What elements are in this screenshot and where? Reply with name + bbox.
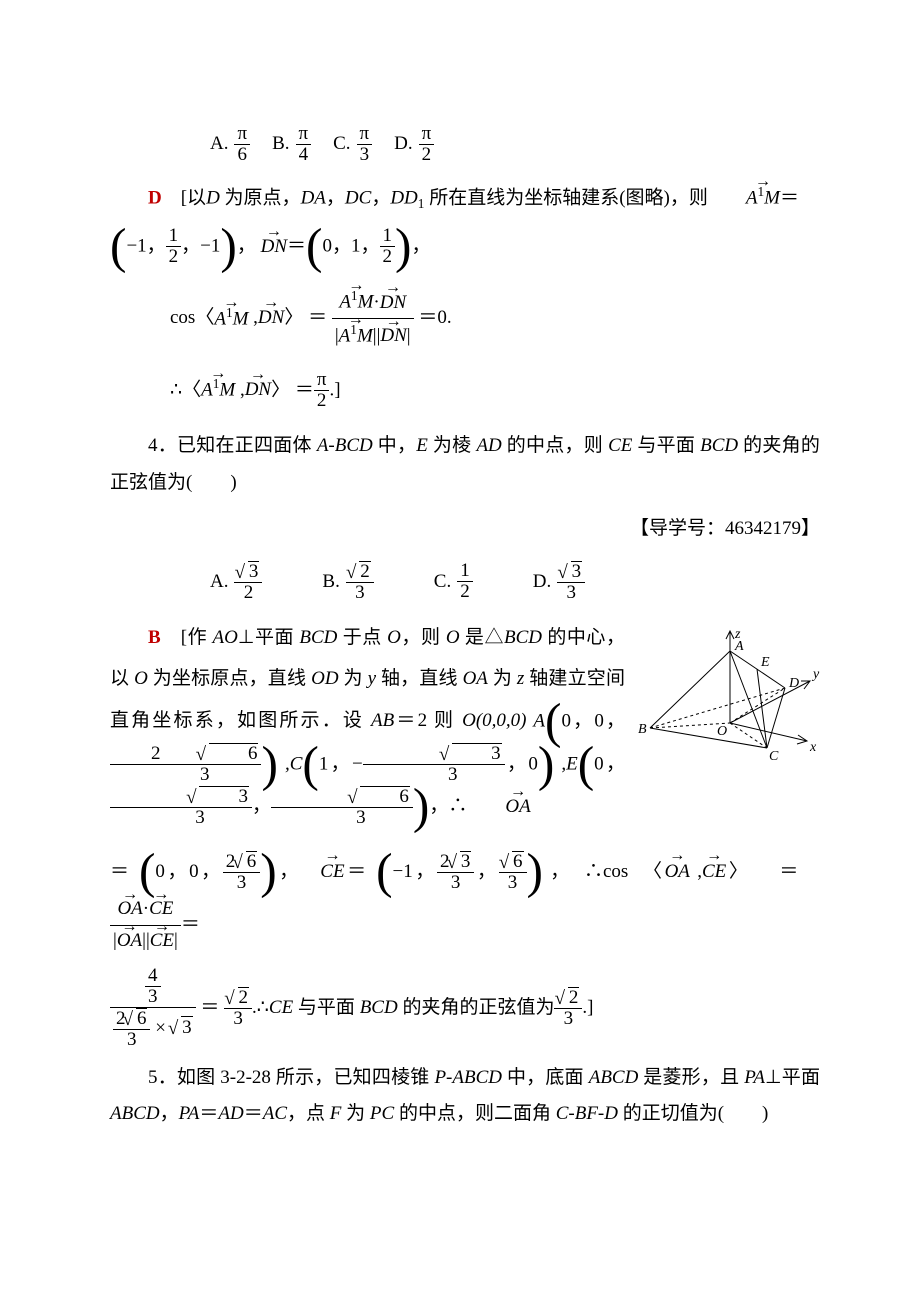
q4-solution-line2: ＝ (0，0，263)， →CE＝ (−1，233，63) ， ∴cos 〈→O…	[110, 848, 820, 956]
q4-option-C: C. 12	[434, 561, 473, 602]
q4-answer: B	[148, 627, 161, 648]
q3-option-A: A. π 6	[210, 124, 250, 165]
q4-option-A: A. 32	[210, 561, 262, 603]
fig-label-B: B	[638, 722, 647, 737]
q4-option-D: D. 33	[533, 561, 585, 603]
q3-option-B: B. π 4	[272, 124, 311, 165]
fig-label-y: y	[811, 667, 820, 682]
q3-option-C: C. π 3	[333, 124, 372, 165]
q5-stem: 5．如图 3-2-28 所示，已知四棱锥 P-ABCD 中，底面 ABCD 是菱…	[110, 1060, 820, 1132]
q4-guide-number: 【导学号：46342179】	[110, 511, 820, 547]
q3-solution-line1: D [以D 为原点，DA，DC，DD1 所在直线为坐标轴建系(图略)，则→A1M…	[110, 179, 820, 216]
q4-figure: A B C D E O x y z	[635, 623, 820, 776]
fig-label-x: x	[809, 740, 817, 755]
q3-option-D: D. π 2	[394, 124, 434, 165]
q3-solution-line2: (−1，12，−1)， →DN＝(0，1，12)，	[110, 226, 820, 267]
fig-label-E: E	[760, 655, 770, 670]
vector-A1M: →A1M	[708, 179, 780, 216]
q3-answer: D	[148, 187, 162, 208]
q3-cos-formula: cos〈→A1M ,→DN〉 ＝ →A1M·→DN |→A1M||→DN| ＝0…	[170, 285, 820, 351]
fig-label-C: C	[769, 749, 779, 763]
q3-result: ∴〈→A1M ,→DN〉 ＝π2.]	[170, 370, 820, 411]
q3-options: A. π 6 B. π 4 C. π 3 D. π 2	[110, 124, 820, 165]
fig-label-z: z	[734, 627, 741, 642]
vector-DN: →DN	[261, 229, 287, 265]
q4-solution-final: 43 263 × 3 ＝ 23.∴CE 与平面 BCD 的夹角的正弦值为23.]	[110, 966, 820, 1050]
q4-stem: 4．已知在正四面体 A-BCD 中，E 为棱 AD 的中点，则 CE 与平面 B…	[110, 428, 820, 500]
q4-option-B: B. 23	[322, 561, 373, 603]
fig-label-O: O	[717, 724, 727, 739]
fig-label-D: D	[788, 676, 799, 691]
q4-options: A. 32 B. 23 C. 12 D. 33	[110, 561, 820, 603]
